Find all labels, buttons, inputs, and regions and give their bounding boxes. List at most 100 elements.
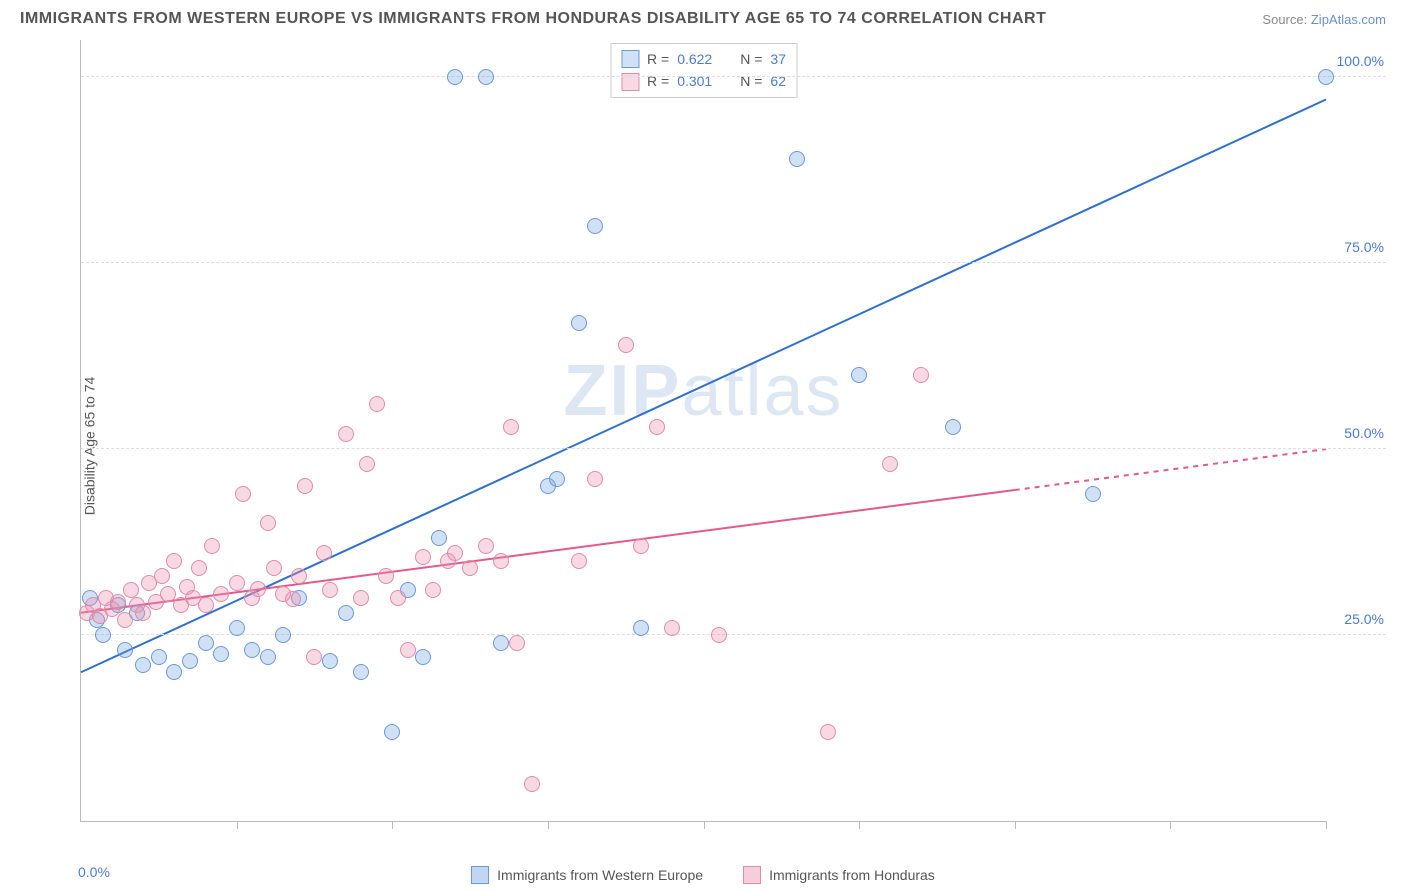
data-point (359, 456, 375, 472)
x-tick (548, 821, 549, 829)
gridline (81, 76, 1386, 77)
x-tick (237, 821, 238, 829)
data-point (384, 724, 400, 740)
data-point (478, 69, 494, 85)
data-point (266, 560, 282, 576)
data-point (95, 627, 111, 643)
data-point (306, 649, 322, 665)
gridline (81, 262, 1386, 263)
data-point (425, 582, 441, 598)
data-point (789, 151, 805, 167)
x-tick (704, 821, 705, 829)
data-point (244, 642, 260, 658)
data-point (369, 396, 385, 412)
data-point (945, 419, 961, 435)
r-label: R = (647, 70, 669, 92)
data-point (154, 568, 170, 584)
data-point (297, 478, 313, 494)
source-link[interactable]: ZipAtlas.com (1311, 12, 1386, 27)
data-point (213, 646, 229, 662)
data-point (587, 471, 603, 487)
data-point (503, 419, 519, 435)
data-point (235, 486, 251, 502)
data-point (378, 568, 394, 584)
data-point (633, 620, 649, 636)
data-point (1085, 486, 1101, 502)
data-point (618, 337, 634, 353)
stats-legend-row: R =0.622N =37 (621, 48, 786, 70)
data-point (229, 620, 245, 636)
data-point (415, 649, 431, 665)
y-tick-label: 100.0% (1337, 53, 1384, 69)
data-point (882, 456, 898, 472)
data-point (275, 627, 291, 643)
data-point (509, 635, 525, 651)
legend-label: Immigrants from Honduras (769, 867, 935, 883)
data-point (390, 590, 406, 606)
data-point (117, 642, 133, 658)
x-tick (1170, 821, 1171, 829)
stats-legend-row: R =0.301N =62 (621, 70, 786, 92)
data-point (493, 635, 509, 651)
data-point (110, 594, 126, 610)
data-point (664, 620, 680, 636)
legend-swatch (743, 866, 761, 884)
data-point (166, 664, 182, 680)
data-point (291, 568, 307, 584)
data-point (571, 553, 587, 569)
x-tick (859, 821, 860, 829)
data-point (633, 538, 649, 554)
data-point (353, 590, 369, 606)
data-point (493, 553, 509, 569)
data-point (322, 582, 338, 598)
data-point (260, 649, 276, 665)
y-tick-label: 75.0% (1344, 239, 1384, 255)
data-point (322, 653, 338, 669)
data-point (285, 591, 301, 607)
data-point (913, 367, 929, 383)
data-point (571, 315, 587, 331)
data-point (431, 530, 447, 546)
data-point (198, 597, 214, 613)
r-value: 0.622 (677, 48, 712, 70)
plot-area: ZIPatlas R =0.622N =37R =0.301N =62 25.0… (80, 40, 1326, 822)
source-credit: Source: ZipAtlas.com (1262, 12, 1386, 27)
data-point (151, 649, 167, 665)
legend-swatch (621, 50, 639, 68)
data-point (447, 545, 463, 561)
legend-swatch (471, 866, 489, 884)
y-tick-label: 25.0% (1344, 611, 1384, 627)
data-point (338, 605, 354, 621)
data-point (213, 586, 229, 602)
y-tick-label: 50.0% (1344, 425, 1384, 441)
series-legend: Immigrants from Western Europe Immigrants… (0, 866, 1406, 884)
data-point (123, 582, 139, 598)
x-tick (1326, 821, 1327, 829)
data-point (820, 724, 836, 740)
data-point (166, 553, 182, 569)
legend-label: Immigrants from Western Europe (497, 867, 703, 883)
data-point (851, 367, 867, 383)
data-point (191, 560, 207, 576)
data-point (711, 627, 727, 643)
data-point (549, 471, 565, 487)
legend-item: Immigrants from Honduras (743, 866, 935, 884)
data-point (447, 69, 463, 85)
data-point (229, 575, 245, 591)
data-point (415, 549, 431, 565)
data-point (353, 664, 369, 680)
data-point (338, 426, 354, 442)
data-point (198, 635, 214, 651)
data-point (316, 545, 332, 561)
chart-title: IMMIGRANTS FROM WESTERN EUROPE VS IMMIGR… (20, 10, 1046, 28)
data-point (400, 642, 416, 658)
n-value: 62 (770, 70, 786, 92)
n-value: 37 (770, 48, 786, 70)
legend-item: Immigrants from Western Europe (471, 866, 703, 884)
data-point (135, 605, 151, 621)
data-point (478, 538, 494, 554)
data-point (587, 218, 603, 234)
data-point (135, 657, 151, 673)
data-point (1318, 69, 1334, 85)
x-tick (1015, 821, 1016, 829)
